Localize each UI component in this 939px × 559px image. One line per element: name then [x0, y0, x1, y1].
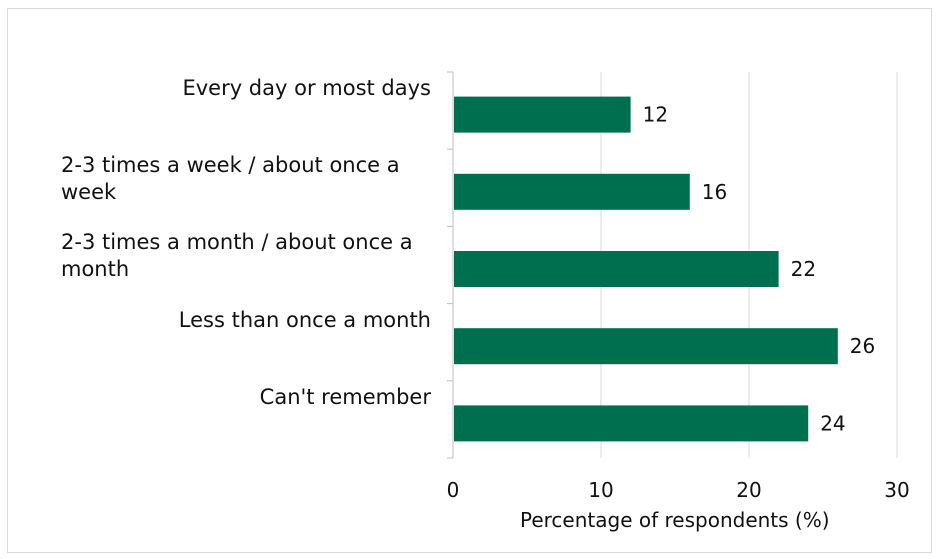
category-label: 2-3 times a month / about once a month — [61, 230, 413, 282]
bar — [454, 96, 631, 133]
bar — [454, 173, 690, 210]
bar — [454, 328, 838, 365]
data-label: 22 — [791, 257, 816, 281]
category-label: Can't remember — [259, 384, 431, 409]
x-tick-label: 30 — [884, 478, 909, 502]
x-axis-title: Percentage of respondents (%) — [520, 508, 830, 532]
x-tick-label: 20 — [736, 478, 761, 502]
bar — [454, 405, 809, 442]
data-label: 16 — [702, 180, 727, 204]
data-label: 12 — [643, 103, 668, 127]
category-label: Every day or most days — [182, 76, 431, 100]
category-label: Less than once a month — [178, 307, 431, 332]
data-label: 24 — [820, 411, 845, 435]
category-label: 2-3 times a week / about once a week — [61, 153, 400, 205]
x-tick-label: 10 — [588, 478, 613, 502]
bar — [454, 251, 779, 287]
data-label: 26 — [850, 334, 875, 358]
x-tick-label: 0 — [447, 478, 460, 502]
